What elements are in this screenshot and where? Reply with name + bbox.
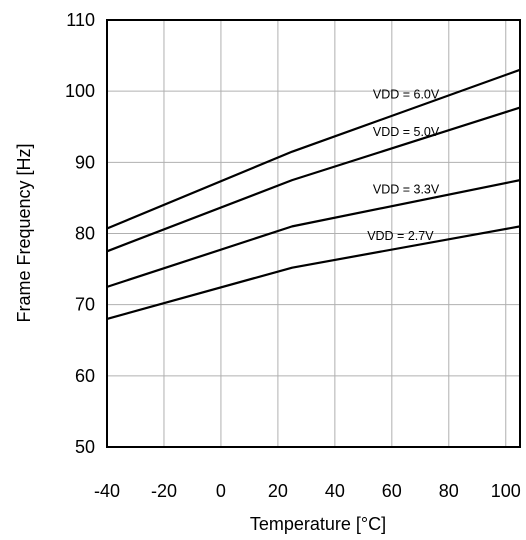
x-tick-label: -20 xyxy=(151,481,177,501)
y-axis-title: Frame Frequency [Hz] xyxy=(14,143,34,322)
series-labels: VDD = 6.0V VDD = 5.0V VDD = 3.3V VDD = 2.7V xyxy=(367,88,440,243)
series-label: VDD = 3.3V xyxy=(373,182,440,196)
x-tick-label: 60 xyxy=(382,481,402,501)
x-tick-label: 40 xyxy=(325,481,345,501)
y-tick-label: 70 xyxy=(75,295,95,315)
series-lines xyxy=(106,68,521,320)
y-tick-label: 50 xyxy=(75,437,95,457)
y-tick-label: 80 xyxy=(75,224,95,244)
x-tick-label: 0 xyxy=(216,481,226,501)
y-tick-label: 60 xyxy=(75,366,95,386)
y-tick-label: 90 xyxy=(75,152,95,172)
series-line xyxy=(106,106,521,253)
series-line xyxy=(106,225,521,320)
y-tick-label: 110 xyxy=(66,10,95,30)
y-axis-ticks: 50 60 70 80 90 100 110 xyxy=(65,10,95,457)
x-axis-ticks: -40 -20 0 20 40 60 80 100 xyxy=(94,481,521,501)
series-label: VDD = 6.0V xyxy=(373,88,440,102)
series-line xyxy=(106,68,521,230)
plot-frame xyxy=(106,19,521,448)
x-tick-label: 20 xyxy=(268,481,288,501)
y-tick-label: 100 xyxy=(65,81,95,101)
x-tick-label: 100 xyxy=(491,481,521,501)
series-line xyxy=(106,179,521,288)
series-label: VDD = 5.0V xyxy=(373,125,440,139)
x-axis-title: Temperature [°C] xyxy=(250,514,386,534)
x-tick-label: -40 xyxy=(94,481,120,501)
x-tick-label: 80 xyxy=(439,481,459,501)
series-label: VDD = 2.7V xyxy=(367,229,434,243)
grid xyxy=(107,20,520,447)
